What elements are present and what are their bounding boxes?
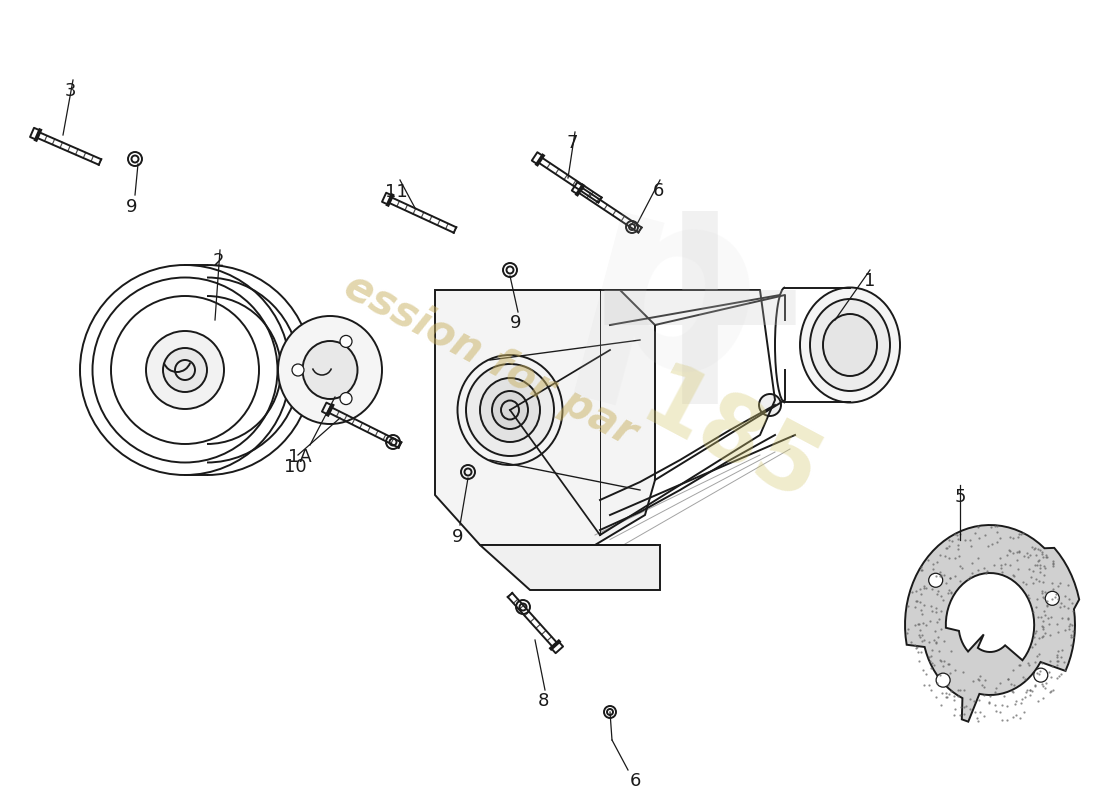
- Text: 8: 8: [537, 692, 549, 710]
- Text: +: +: [572, 171, 828, 469]
- Polygon shape: [905, 525, 1079, 722]
- Text: 2: 2: [212, 252, 223, 270]
- Polygon shape: [480, 545, 660, 590]
- Text: 9: 9: [452, 528, 464, 546]
- Text: 185: 185: [626, 357, 834, 523]
- Text: p: p: [552, 160, 788, 440]
- Ellipse shape: [800, 287, 900, 402]
- Text: 5: 5: [955, 488, 966, 506]
- Circle shape: [1034, 668, 1048, 682]
- Text: 9: 9: [510, 314, 521, 332]
- Ellipse shape: [146, 331, 224, 409]
- Polygon shape: [434, 290, 654, 545]
- Circle shape: [340, 393, 352, 405]
- Text: 6: 6: [629, 772, 640, 790]
- Ellipse shape: [163, 348, 207, 392]
- Polygon shape: [946, 573, 1034, 660]
- Text: 10: 10: [284, 458, 306, 476]
- Ellipse shape: [466, 364, 554, 456]
- Ellipse shape: [823, 314, 877, 376]
- Circle shape: [340, 335, 352, 347]
- Text: 1: 1: [865, 272, 876, 290]
- Circle shape: [928, 574, 943, 587]
- Ellipse shape: [810, 299, 890, 391]
- Text: 11: 11: [385, 183, 407, 201]
- Ellipse shape: [492, 391, 528, 429]
- Circle shape: [292, 364, 304, 376]
- Text: 3: 3: [64, 82, 76, 100]
- Text: 9: 9: [126, 198, 138, 216]
- Text: 1A: 1A: [288, 448, 312, 466]
- Text: 6: 6: [652, 182, 663, 200]
- Ellipse shape: [759, 394, 781, 416]
- Text: 7: 7: [566, 134, 578, 152]
- Circle shape: [1045, 591, 1059, 606]
- Ellipse shape: [278, 316, 382, 424]
- Ellipse shape: [480, 378, 540, 442]
- Circle shape: [936, 673, 950, 687]
- Ellipse shape: [302, 341, 358, 399]
- Text: ession for par: ession for par: [337, 265, 644, 455]
